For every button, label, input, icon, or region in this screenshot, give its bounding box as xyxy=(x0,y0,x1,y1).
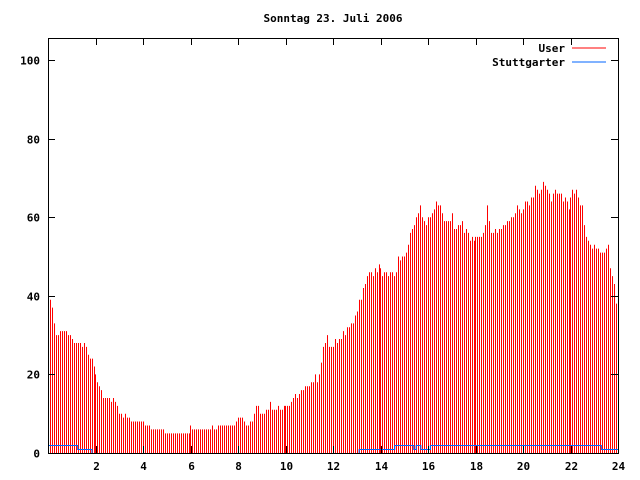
x-tick-label: 4 xyxy=(140,460,147,473)
x-tick-label: 6 xyxy=(188,460,195,473)
x-tick-label: 10 xyxy=(280,460,293,473)
legend: User Stuttgarter xyxy=(492,42,606,69)
x-tick-label: 18 xyxy=(470,460,483,473)
x-tick-label: 2 xyxy=(93,460,100,473)
legend-label-user: User xyxy=(539,42,566,55)
x-tick-label: 14 xyxy=(375,460,389,473)
x-tick-label: 24 xyxy=(612,460,626,473)
y-tick-label: 80 xyxy=(27,134,40,147)
user-bars xyxy=(48,181,617,453)
y-tick-label: 0 xyxy=(33,448,40,461)
y-tick-label: 100 xyxy=(20,55,40,68)
x-tick-label: 8 xyxy=(235,460,242,473)
x-tick-label: 16 xyxy=(422,460,436,473)
y-tick-label: 40 xyxy=(27,291,40,304)
legend-label-stuttgarter: Stuttgarter xyxy=(492,56,565,69)
x-tick-label: 22 xyxy=(565,460,578,473)
y-tick-label: 60 xyxy=(27,212,40,225)
stuttgarter-line xyxy=(48,445,618,454)
y-tick-label: 20 xyxy=(27,369,40,382)
stuttgarter-step-line xyxy=(48,445,618,454)
x-tick-label: 12 xyxy=(327,460,340,473)
x-tick-label: 20 xyxy=(517,460,530,473)
chart-title: Sonntag 23. Juli 2006 xyxy=(263,12,402,25)
